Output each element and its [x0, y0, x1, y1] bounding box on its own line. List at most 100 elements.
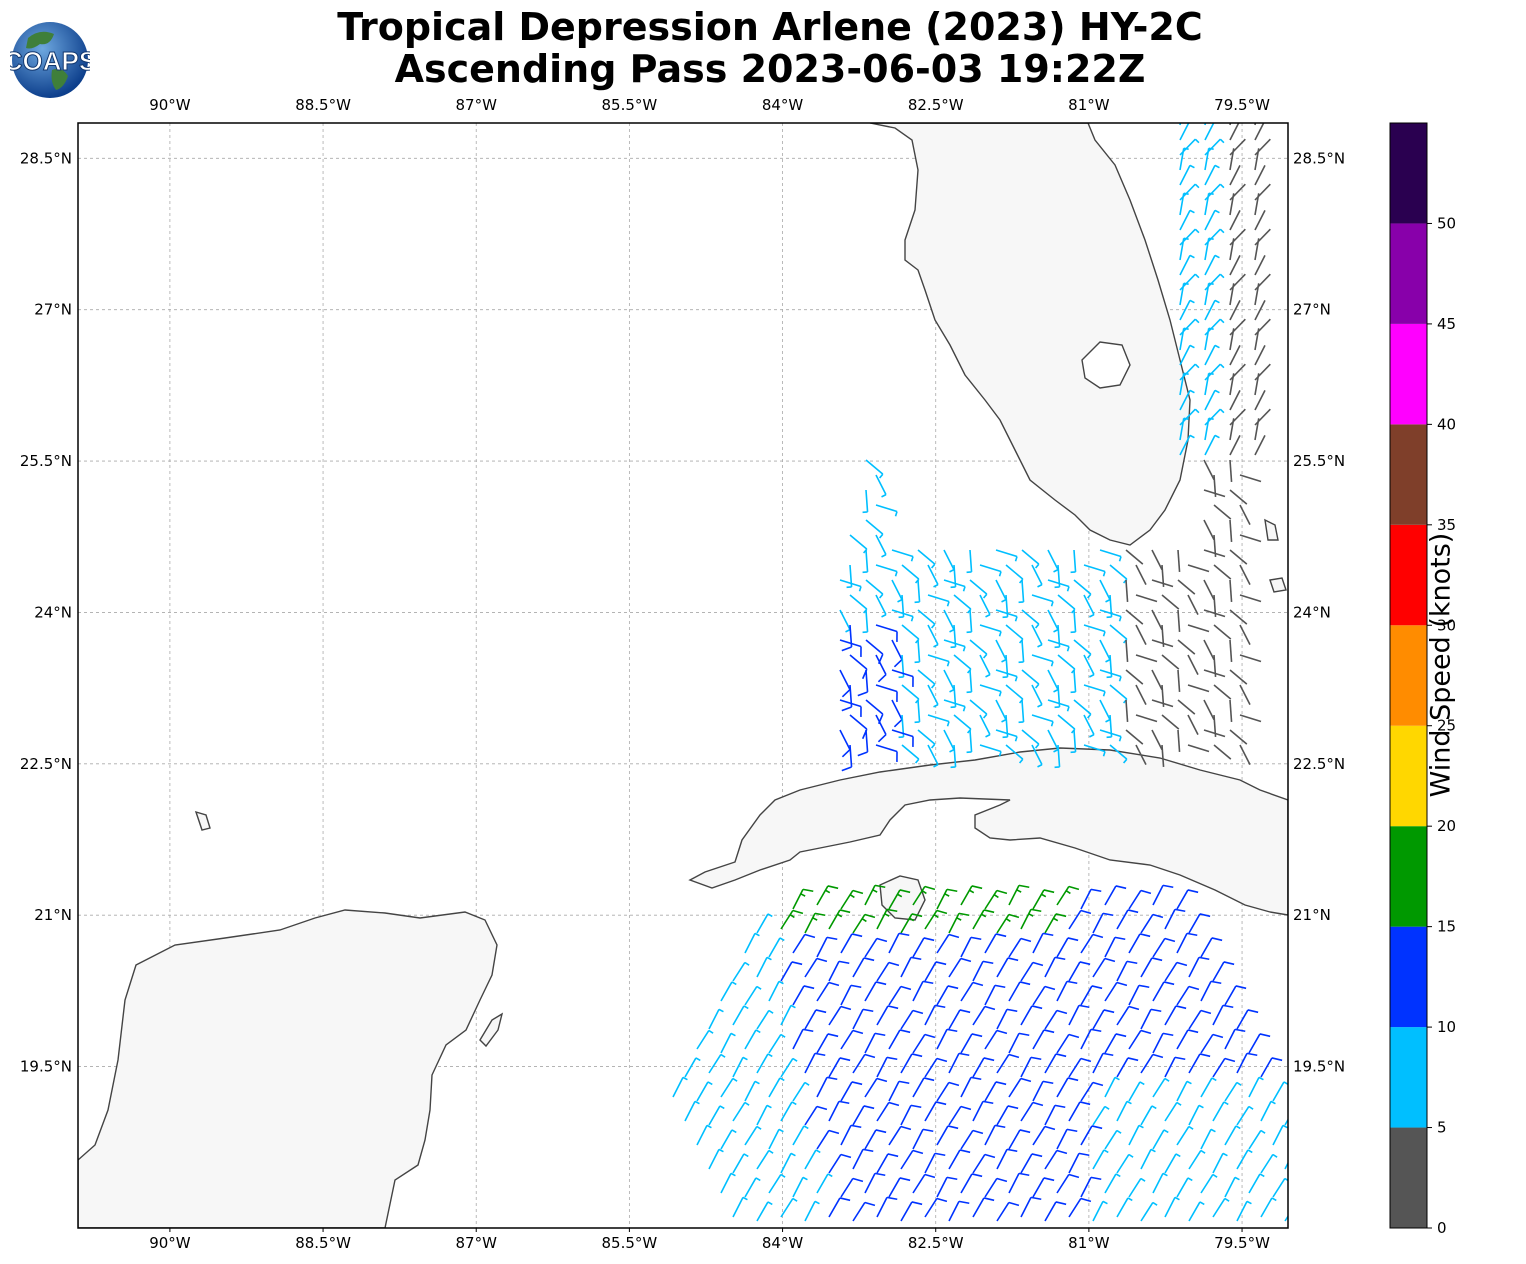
wind-barb — [1229, 609, 1248, 625]
colorbar-bin — [1390, 424, 1427, 525]
wind-barb — [901, 564, 920, 584]
wind-barb — [1005, 564, 1024, 584]
wind-barb — [840, 889, 864, 910]
lon-tick-label-top: 84°W — [762, 96, 804, 114]
wind-barb — [1229, 345, 1241, 366]
wind-barb — [1068, 1197, 1092, 1218]
wind-barb — [1204, 389, 1220, 411]
wind-barb — [1179, 147, 1189, 171]
wind-barb — [875, 474, 887, 498]
wind-barb — [1239, 654, 1262, 663]
wind-barb — [864, 1032, 886, 1054]
wind-barb — [996, 1008, 1018, 1030]
wind-barb — [1212, 1197, 1230, 1218]
wind-barb — [1212, 1101, 1229, 1122]
wind-barb — [1254, 390, 1266, 411]
wind-barbs — [672, 123, 1288, 1222]
wind-barb — [1056, 1128, 1078, 1150]
wind-barb — [756, 1053, 773, 1074]
wind-barb — [804, 1105, 828, 1126]
colorbar-bin — [1390, 223, 1427, 324]
wind-barb — [1031, 654, 1054, 667]
wind-barb — [1068, 1152, 1090, 1174]
wind-barb — [1179, 192, 1189, 216]
wind-barb — [891, 639, 903, 668]
wind-barb — [744, 985, 762, 1006]
colorbar: 0 5 10 15 20 25 30 35 40 45 50 — [1389, 122, 1456, 1237]
title-line-2: Ascending Pass 2023-06-03 19:22Z — [394, 47, 1146, 91]
wind-barb — [1203, 579, 1215, 600]
wind-barb — [1152, 981, 1175, 1002]
wind-barb — [1164, 1196, 1180, 1218]
wind-barb — [1005, 684, 1024, 704]
wind-barb — [1164, 961, 1188, 982]
wind-barb — [924, 1101, 947, 1122]
wind-barb — [966, 729, 973, 754]
wind-barb — [792, 1125, 809, 1146]
wind-barb — [995, 639, 1007, 663]
wind-barb — [792, 1176, 808, 1198]
wind-barb — [1229, 283, 1235, 306]
wind-barb — [984, 1081, 1007, 1102]
wind-barb — [1204, 282, 1214, 306]
wind-barb — [816, 1076, 838, 1098]
lon-tick-label-top: 90°W — [149, 96, 191, 114]
title-line-1: Tropical Depression Arlene (2023) HY-2C — [337, 5, 1203, 49]
wind-barb — [852, 1053, 876, 1074]
wind-barb — [1083, 714, 1095, 738]
wind-barb — [857, 729, 869, 757]
wind-barb — [1047, 579, 1070, 592]
wind-barb — [792, 933, 816, 954]
lat-tick-label-left: 24°N — [34, 603, 72, 621]
wind-barb — [1135, 684, 1147, 705]
wind-barb — [1254, 345, 1266, 366]
wind-barb — [1248, 1129, 1266, 1150]
wind-barb — [1116, 1100, 1132, 1122]
wind-barb — [875, 744, 898, 762]
wind-barb — [888, 985, 912, 1006]
wind-barb — [1204, 434, 1220, 456]
wind-barb — [1125, 579, 1129, 603]
wind-barb — [936, 985, 959, 1006]
wind-barb — [1200, 980, 1222, 1002]
wind-barb — [912, 1173, 936, 1194]
wind-barb — [876, 1101, 900, 1122]
wind-barb — [900, 913, 923, 934]
wind-barb — [1179, 123, 1182, 126]
wind-barb — [891, 549, 914, 562]
wind-barb — [792, 1028, 814, 1050]
wind-barb — [852, 1201, 876, 1222]
wind-barb — [1008, 1129, 1031, 1150]
wind-barb — [756, 1009, 774, 1030]
wind-barb — [1116, 1153, 1134, 1174]
wind-barb — [924, 1057, 948, 1078]
wind-barb — [744, 1029, 761, 1050]
colorbar-label: Wind Speed (knots) — [1425, 532, 1457, 798]
wind-barb — [1135, 714, 1158, 723]
wind-barb — [1056, 885, 1080, 906]
wind-barb — [1008, 1077, 1032, 1098]
wind-barb — [948, 1105, 972, 1126]
wind-barb — [1020, 1056, 1042, 1078]
wind-barb — [1099, 579, 1111, 603]
wind-barb — [780, 1197, 798, 1218]
wind-barb — [1200, 1033, 1224, 1054]
wind-barb — [972, 960, 994, 982]
wind-barb — [1047, 729, 1059, 753]
wind-barb — [875, 594, 887, 618]
wind-barb — [1020, 1005, 1043, 1026]
wind-barb — [995, 579, 1007, 603]
wind-barb — [1179, 417, 1189, 441]
wind-barb — [1224, 1081, 1242, 1102]
wind-barb — [1254, 435, 1266, 456]
wind-barb — [1080, 1176, 1102, 1198]
wind-barb — [1248, 1173, 1265, 1194]
wind-barb — [995, 699, 1007, 723]
wind-barb — [1140, 1105, 1157, 1126]
wind-barb — [1239, 714, 1262, 723]
wind-barb — [1104, 936, 1126, 958]
wind-barb — [1177, 579, 1196, 595]
lat-tick-label-right: 28.5°N — [1293, 149, 1345, 167]
wind-barb — [943, 669, 955, 693]
wind-barb — [816, 1129, 840, 1150]
